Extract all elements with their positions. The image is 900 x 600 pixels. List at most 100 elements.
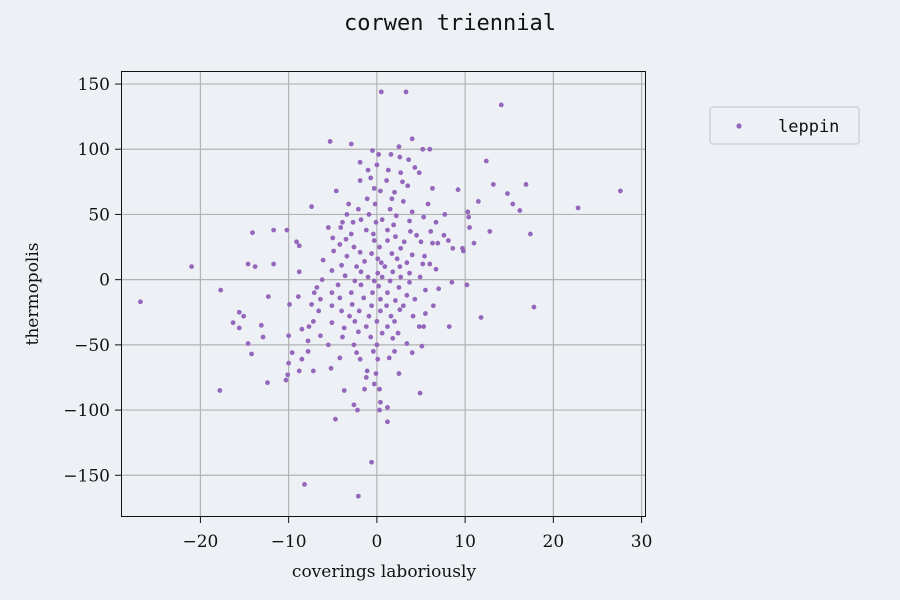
data-point: [337, 355, 343, 361]
y-axis-label: thermopolis: [23, 242, 43, 345]
data-point: [385, 405, 390, 410]
data-point: [528, 231, 533, 237]
data-point: [341, 388, 347, 393]
data-point: [374, 162, 380, 168]
grid-lines: [121, 71, 646, 517]
data-point: [341, 325, 347, 331]
data-point: [329, 303, 335, 309]
plot-frame: [121, 71, 646, 517]
data-point: [404, 292, 410, 298]
data-point: [285, 372, 291, 378]
data-point: [357, 249, 363, 255]
data-point: [320, 257, 326, 263]
data-point: [450, 245, 456, 251]
data-point: [378, 260, 384, 266]
data-point: [351, 342, 357, 348]
data-point: [401, 239, 407, 245]
data-point: [302, 481, 307, 487]
data-point: [375, 256, 381, 262]
data-point: [236, 309, 242, 315]
data-point: [465, 209, 471, 215]
data-point: [371, 381, 377, 387]
data-point: [414, 232, 419, 238]
x-axis-ticks: −20 −10 0 10 20 30: [182, 517, 652, 552]
data-point: [385, 227, 390, 233]
data-point: [385, 419, 390, 425]
data-point: [417, 390, 423, 396]
data-point: [390, 335, 396, 341]
data-point: [352, 318, 358, 324]
data-point: [271, 261, 277, 267]
data-point: [230, 320, 236, 326]
data-point: [377, 407, 382, 413]
data-point: [423, 287, 428, 293]
data-point: [397, 307, 403, 313]
data-point: [371, 238, 377, 243]
data-point: [378, 296, 383, 302]
data-point: [427, 146, 433, 152]
data-point: [343, 236, 349, 242]
data-point: [325, 225, 331, 230]
chart-title: corwen triennial: [344, 11, 556, 36]
data-point: [352, 278, 358, 284]
data-point: [357, 178, 363, 183]
data-point: [283, 377, 289, 383]
data-point: [394, 256, 400, 262]
data-point: [421, 324, 427, 330]
data-point: [382, 264, 388, 270]
data-point: [362, 386, 367, 392]
data-point: [483, 158, 489, 164]
data-point: [517, 208, 523, 213]
data-point: [371, 278, 377, 284]
data-point: [339, 308, 344, 314]
data-point: [245, 341, 251, 346]
data-point: [407, 279, 412, 285]
y-axis-ticks: −150 −100 −50 0 50 100 150: [63, 75, 121, 486]
data-point: [384, 303, 389, 309]
legend: leppin: [709, 106, 860, 145]
data-point: [466, 214, 472, 220]
data-point: [390, 269, 396, 275]
data-point: [348, 231, 354, 237]
data-point: [342, 273, 348, 279]
data-point: [409, 136, 415, 142]
data-point: [138, 299, 143, 305]
plot-area: [121, 71, 646, 517]
y-tick-label: 150: [78, 75, 110, 95]
data-point: [271, 227, 277, 233]
data-points: [138, 89, 623, 499]
data-point: [471, 240, 477, 246]
data-point: [455, 187, 461, 193]
data-point: [409, 252, 415, 258]
data-point: [344, 212, 350, 217]
data-point: [329, 320, 335, 326]
data-point: [346, 201, 352, 207]
data-point: [378, 89, 384, 95]
data-point: [314, 285, 320, 290]
data-point: [379, 330, 385, 336]
data-point: [361, 295, 367, 301]
data-point: [339, 262, 344, 268]
data-point: [368, 334, 374, 340]
data-point: [331, 248, 337, 254]
data-point: [371, 185, 377, 191]
data-point: [294, 239, 299, 245]
data-point: [249, 351, 254, 357]
data-point: [423, 311, 428, 316]
data-point: [357, 159, 363, 165]
data-point: [218, 287, 224, 293]
data-point: [319, 277, 325, 283]
data-point: [393, 298, 398, 303]
data-point: [344, 253, 350, 259]
y-tick-label: −50: [74, 336, 110, 356]
data-point: [369, 303, 374, 309]
data-point: [365, 274, 371, 280]
data-point: [379, 274, 385, 280]
data-point: [368, 175, 374, 181]
data-point: [410, 313, 416, 319]
data-point: [389, 196, 395, 202]
data-point: [416, 324, 422, 330]
data-point: [478, 315, 484, 320]
data-point: [378, 188, 383, 194]
x-tick-label: 0: [371, 532, 382, 552]
